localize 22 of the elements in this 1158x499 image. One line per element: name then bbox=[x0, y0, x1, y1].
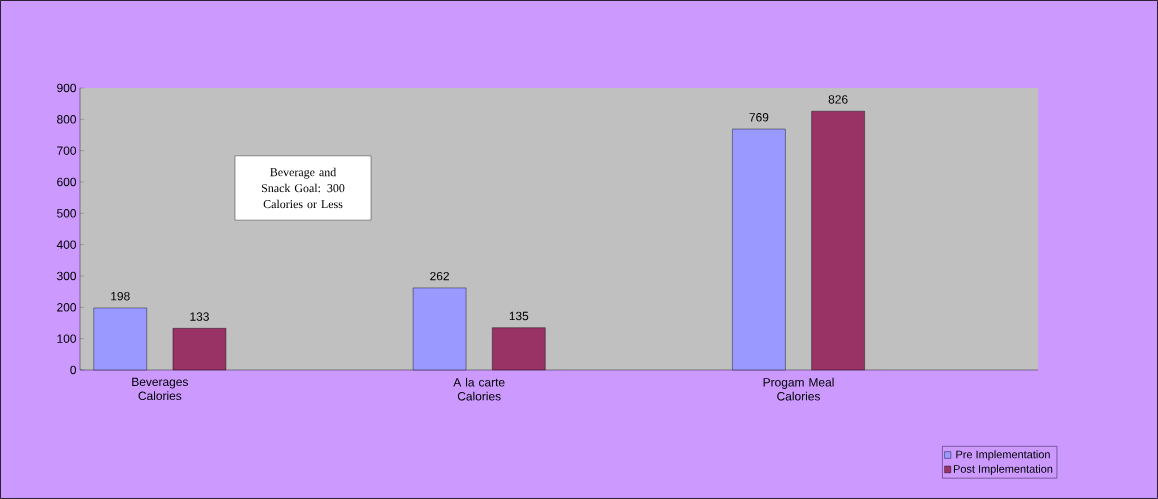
y-tick-label: 300 bbox=[57, 271, 77, 281]
x-tick-label: A la carte Calories bbox=[453, 377, 505, 401]
y-tick-label: 500 bbox=[57, 209, 77, 218]
y-tick-label: 600 bbox=[57, 177, 77, 187]
data-label: 826 bbox=[828, 95, 848, 104]
y-tick-label: 400 bbox=[56, 240, 77, 249]
legend-label: Pre Implementation bbox=[956, 450, 1050, 461]
legend-label: Post Implementation bbox=[953, 464, 1053, 475]
data-label: 262 bbox=[430, 271, 449, 281]
data-label: 135 bbox=[509, 311, 529, 321]
x-tick-label: Beverages Calories bbox=[132, 377, 188, 401]
y-tick-label: 700 bbox=[57, 146, 77, 155]
y-tick-label: 100 bbox=[57, 334, 77, 343]
y-tick-label: 900 bbox=[57, 83, 77, 93]
x-tick-label: Progam Meal Calories bbox=[763, 377, 834, 401]
y-tick-label: 200 bbox=[57, 303, 77, 312]
y-tick-label: 0 bbox=[70, 365, 77, 375]
data-label: 198 bbox=[111, 291, 130, 301]
annotation: Beverage and Snack Goal: 300 Calories or Less bbox=[261, 167, 345, 209]
data-label: 769 bbox=[749, 113, 769, 122]
data-label: 133 bbox=[190, 312, 209, 321]
y-tick-label: 800 bbox=[57, 115, 77, 124]
